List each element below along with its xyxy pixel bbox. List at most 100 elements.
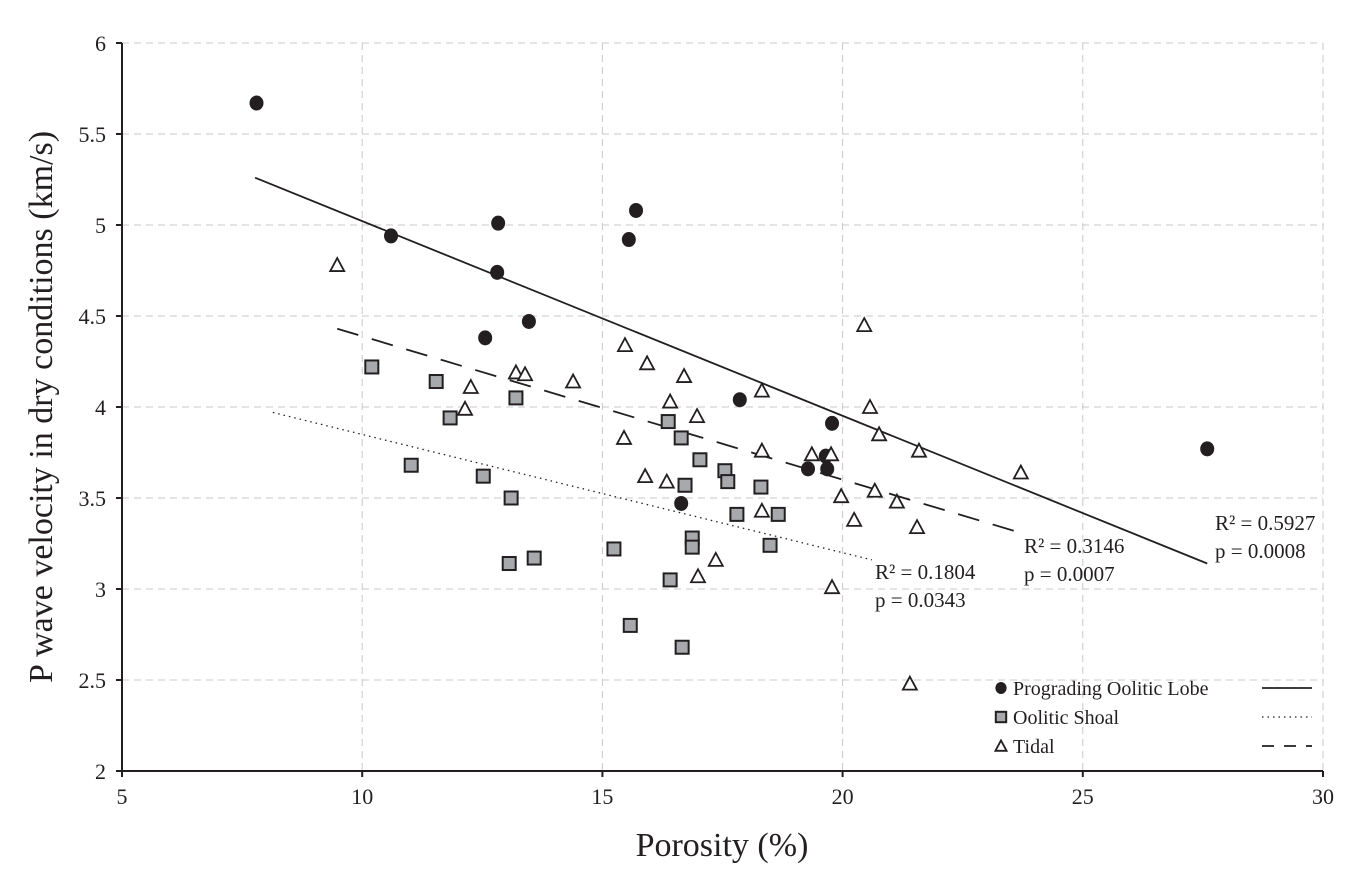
r-squared-label: R² = 0.3146 — [1024, 534, 1124, 558]
circle-marker — [674, 495, 689, 511]
y-tick-label: 5.5 — [79, 122, 107, 147]
trend-line-dotted — [272, 411, 873, 561]
square-marker — [674, 639, 690, 655]
square-marker — [403, 457, 419, 473]
triangle-marker — [823, 578, 841, 595]
trend-line-dashed — [336, 327, 1021, 534]
r-squared-label: R² = 0.5927 — [1215, 511, 1315, 535]
p-value-label: p = 0.0007 — [1024, 562, 1115, 586]
triangle-marker — [675, 367, 693, 383]
triangle-marker — [753, 501, 771, 518]
x-tick-label: 15 — [591, 784, 613, 809]
triangle-marker — [456, 399, 474, 416]
triangle-marker — [753, 441, 771, 458]
triangle-marker — [658, 472, 676, 489]
square-marker — [770, 506, 786, 522]
triangle-marker — [866, 481, 884, 498]
circle-marker — [995, 682, 1007, 694]
x-tick-label: 5 — [117, 784, 128, 809]
triangle-marker — [328, 256, 346, 272]
triangle-marker — [910, 441, 928, 458]
x-axis-title: Porosity (%) — [636, 827, 809, 864]
square-marker — [673, 430, 689, 446]
circle-marker — [478, 330, 493, 346]
square-marker — [475, 468, 491, 484]
y-tick-label: 3.5 — [79, 486, 107, 511]
square-marker — [692, 452, 708, 468]
square-marker — [662, 572, 678, 588]
triangle-marker — [832, 487, 850, 504]
circle-marker — [1200, 441, 1215, 457]
circle-marker — [490, 264, 505, 280]
triangle-marker — [803, 445, 821, 462]
r-squared-label: R² = 0.1804 — [875, 560, 976, 584]
triangle-marker — [516, 365, 534, 382]
tick-labels: 5 10 15 20 25 30 2 2.5 3 3.5 4 4.5 5 5.5 6 — [79, 31, 1335, 809]
square-marker — [622, 617, 638, 633]
legend-label: Prograding Oolitic Lobe — [1013, 678, 1209, 700]
triangle-marker — [615, 429, 633, 445]
triangle-marker — [507, 363, 525, 380]
y-tick-label: 5 — [95, 213, 106, 238]
trend-annotations: R² = 0.5927 p = 0.0008 R² = 0.1804 p = 0.03… — [875, 511, 1315, 612]
circle-marker — [621, 232, 636, 248]
square-marker — [753, 479, 769, 495]
square-marker — [364, 359, 380, 375]
y-tick-label: 3 — [95, 577, 106, 602]
circle-marker — [820, 461, 835, 477]
triangle-marker — [616, 336, 634, 353]
grid — [122, 42, 1324, 771]
square-marker — [684, 539, 700, 555]
legend-label: Oolitic Shoal — [1013, 707, 1120, 729]
p-value-label: p = 0.0008 — [1215, 539, 1306, 563]
square-marker — [729, 506, 745, 522]
square-marker — [994, 710, 1008, 724]
y-tick-label: 4.5 — [79, 304, 107, 329]
circle-marker — [384, 228, 399, 244]
y-axis-title: P wave velocity in dry conditions (km/s) — [23, 131, 60, 683]
square-marker — [503, 490, 519, 506]
triangle-marker — [870, 425, 888, 442]
square-marker — [720, 474, 736, 490]
triangle-marker — [822, 445, 840, 462]
triangle-marker — [855, 316, 873, 332]
triangle-marker — [689, 567, 707, 584]
square-marker — [606, 541, 622, 557]
triangle-marker — [636, 467, 654, 484]
circle-marker — [491, 215, 506, 231]
square-marker — [428, 374, 444, 390]
legend-label: Tidal — [1013, 736, 1055, 758]
x-tick-label: 25 — [1072, 784, 1094, 809]
circle-marker — [825, 415, 840, 431]
triangle-marker — [638, 354, 656, 371]
legend: Prograding Oolitic Lobe Oolitic Shoal Tida… — [993, 678, 1312, 758]
triangle-marker — [908, 518, 926, 535]
circle-marker — [249, 95, 264, 111]
circle-marker — [732, 392, 747, 408]
triangle-marker — [888, 492, 906, 509]
axes — [116, 42, 1324, 777]
triangle-marker — [462, 378, 480, 394]
trend-line-solid — [254, 176, 1208, 565]
triangle-marker — [901, 674, 919, 691]
trend-lines — [254, 176, 1208, 565]
y-tick-label: 2.5 — [79, 668, 107, 693]
square-marker — [762, 537, 778, 553]
triangle-marker — [661, 392, 679, 409]
triangle-marker — [688, 407, 706, 423]
y-tick-label: 4 — [95, 395, 106, 420]
triangle-marker — [707, 550, 725, 567]
circle-marker — [521, 313, 536, 329]
x-tick-label: 10 — [351, 784, 373, 809]
square-marker — [677, 477, 693, 493]
square-marker — [508, 390, 524, 406]
data-points — [249, 95, 1215, 691]
triangle-marker — [861, 398, 879, 414]
triangle-marker — [1012, 463, 1030, 480]
square-marker — [526, 550, 542, 566]
square-marker — [442, 410, 458, 426]
p-value-label: p = 0.0343 — [875, 588, 966, 612]
square-marker — [501, 556, 517, 572]
triangle-marker — [845, 510, 863, 527]
